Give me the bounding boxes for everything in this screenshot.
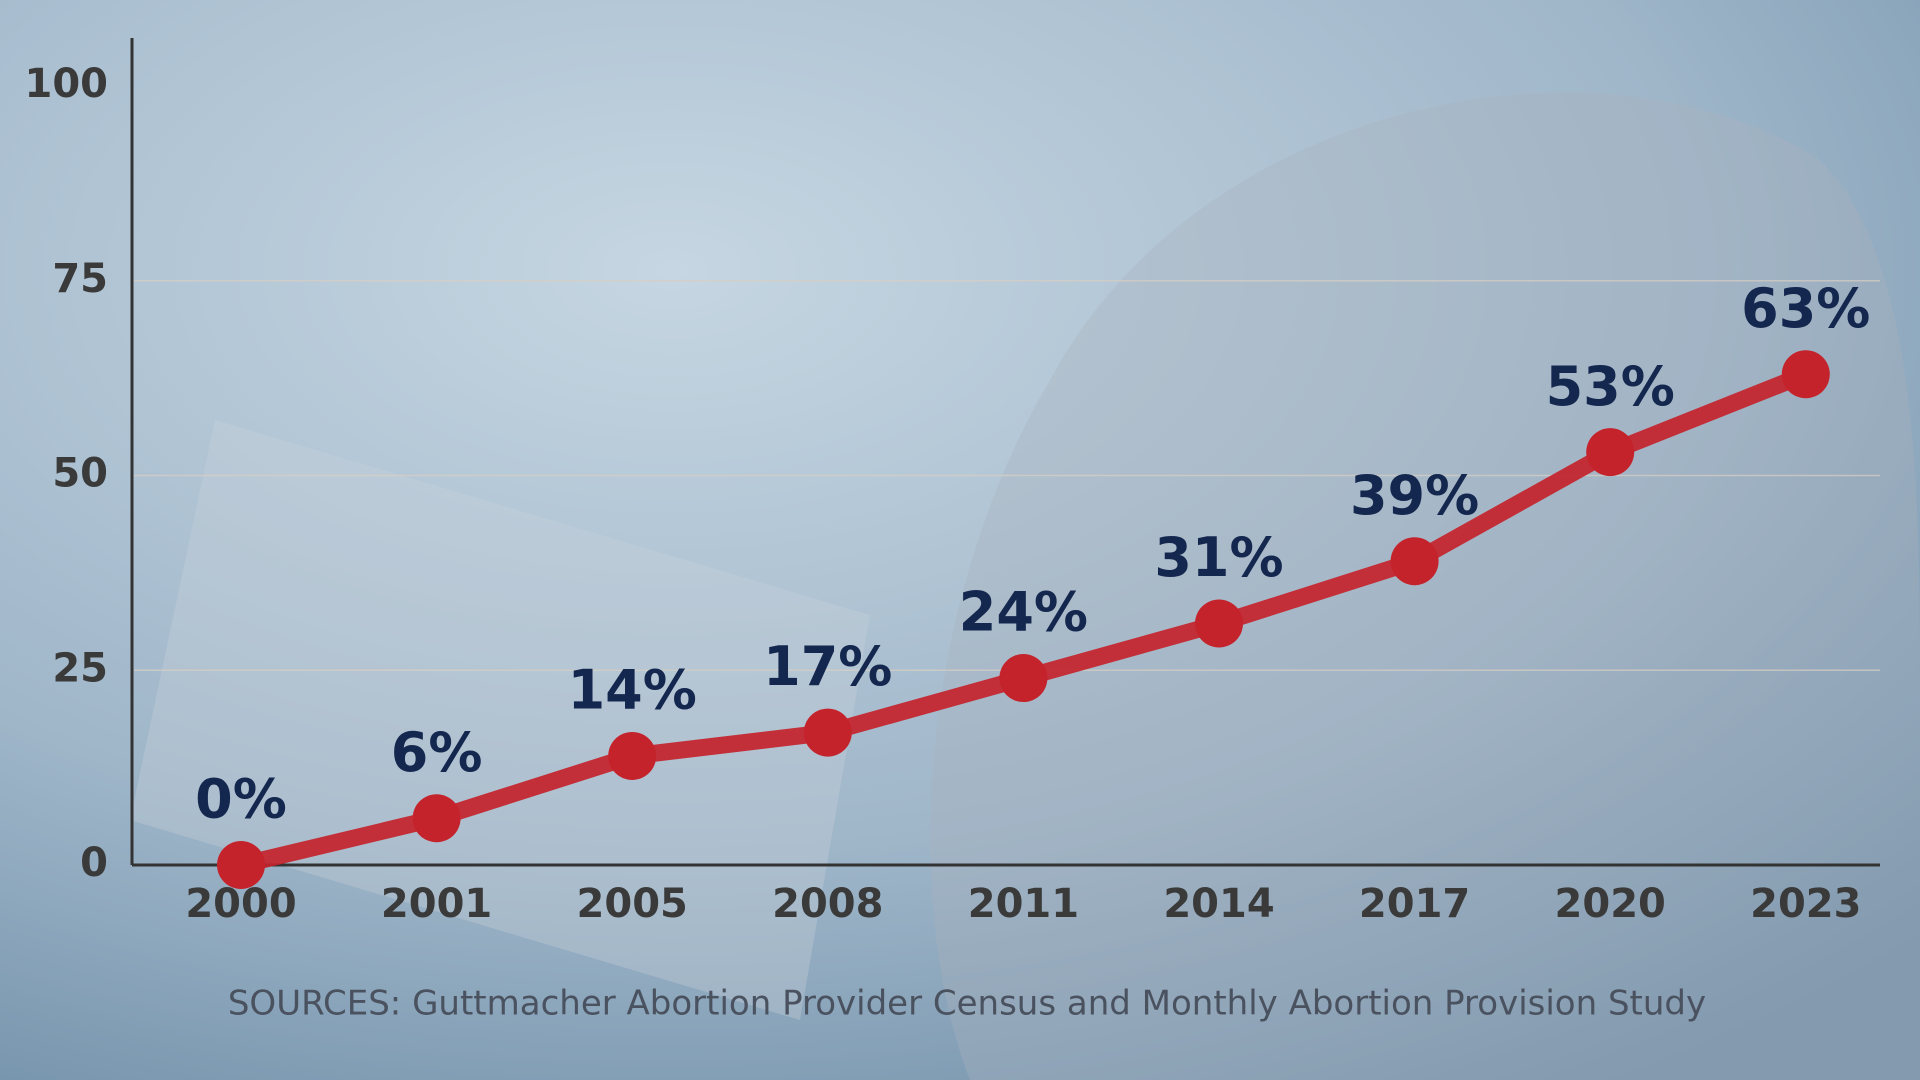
x-tick-label: 2005: [577, 881, 688, 927]
data-label: 63%: [1741, 277, 1870, 340]
x-tick-label: 2014: [1163, 881, 1274, 927]
data-label: 53%: [1546, 355, 1675, 418]
x-tick-label: 2001: [381, 881, 492, 927]
data-label: 14%: [568, 659, 697, 722]
background-photo: [130, 92, 1920, 1080]
data-label: 31%: [1154, 526, 1283, 589]
data-label: 39%: [1350, 464, 1479, 527]
data-point: [608, 731, 657, 780]
y-tick-label: 100: [25, 61, 109, 107]
data-point: [803, 708, 852, 757]
data-label: 24%: [959, 581, 1088, 644]
data-label: 0%: [195, 768, 287, 831]
x-tick-label: 2017: [1359, 881, 1470, 927]
data-point: [1390, 537, 1439, 586]
x-tick-label: 2020: [1555, 881, 1666, 927]
y-tick-label: 50: [52, 451, 108, 497]
y-tick-label: 25: [52, 645, 108, 691]
y-tick-label: 75: [52, 256, 108, 302]
x-tick-label: 2011: [968, 881, 1079, 927]
x-tick-label: 2008: [772, 881, 883, 927]
x-tick-label: 2023: [1750, 881, 1861, 927]
data-point: [1195, 599, 1243, 648]
source-caption: SOURCES: Guttmacher Abortion Provider Ce…: [228, 984, 1706, 1024]
data-label: 17%: [763, 635, 892, 698]
data-point: [1586, 428, 1635, 477]
data-point: [999, 654, 1048, 703]
data-point: [217, 841, 265, 889]
data-label: 6%: [391, 721, 483, 784]
data-point: [1781, 350, 1830, 399]
data-point: [412, 794, 461, 843]
y-tick-label: 0: [80, 840, 108, 886]
